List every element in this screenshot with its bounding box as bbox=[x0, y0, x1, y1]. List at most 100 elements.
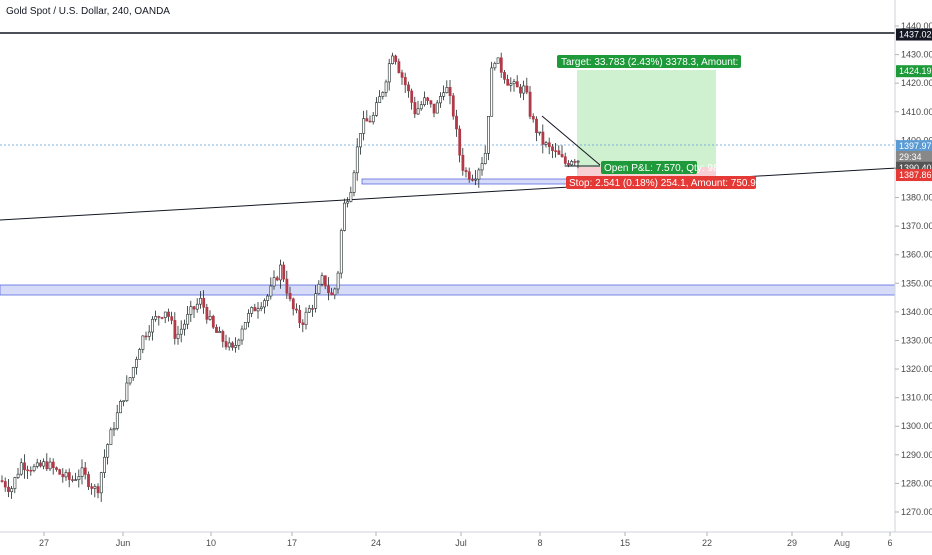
candle bbox=[58, 468, 62, 475]
y-tick-label: 1430.000 bbox=[901, 50, 932, 60]
candle bbox=[362, 110, 366, 141]
candle bbox=[499, 52, 503, 78]
candle bbox=[387, 58, 391, 91]
target-label-box: Target: 33.783 (2.43%) 3378.3, Amount: 4… bbox=[557, 55, 778, 68]
candle bbox=[378, 90, 382, 103]
candle bbox=[336, 270, 340, 294]
candle bbox=[394, 54, 398, 65]
candle bbox=[483, 145, 487, 165]
candle bbox=[365, 110, 369, 122]
candle bbox=[55, 466, 58, 472]
candle bbox=[247, 309, 250, 328]
candle bbox=[515, 75, 519, 88]
x-tick-label: 24 bbox=[371, 538, 381, 548]
candle bbox=[423, 91, 426, 107]
candle bbox=[455, 109, 458, 137]
candle bbox=[64, 469, 68, 481]
candle bbox=[477, 167, 481, 188]
candle bbox=[253, 303, 257, 312]
candle bbox=[330, 287, 334, 296]
y-tick-label: 1310.000 bbox=[901, 393, 932, 403]
candle bbox=[538, 131, 542, 136]
candle bbox=[237, 338, 241, 350]
candle bbox=[416, 100, 420, 115]
candle bbox=[343, 198, 346, 232]
target-zone bbox=[577, 70, 716, 167]
candle bbox=[199, 291, 202, 309]
candle bbox=[442, 85, 446, 101]
candle bbox=[275, 275, 279, 282]
candle bbox=[403, 72, 407, 93]
candle bbox=[122, 400, 126, 407]
candle bbox=[234, 337, 238, 353]
pnl-label: Open P&L: 7.570, Qty: 98 bbox=[604, 163, 719, 174]
price-tag: 1397.978 bbox=[896, 140, 932, 153]
candle bbox=[106, 443, 110, 465]
candle bbox=[195, 298, 199, 313]
candle bbox=[333, 287, 337, 300]
candle bbox=[304, 307, 308, 330]
trendline[interactable] bbox=[0, 165, 932, 221]
candle bbox=[432, 103, 436, 118]
candle bbox=[426, 96, 430, 105]
candle bbox=[435, 99, 439, 114]
time-axis[interactable]: 27 Jun 10 17 24 Jul 8 15 22 29 Aug 6 bbox=[39, 532, 893, 548]
x-tick-label: 15 bbox=[620, 538, 630, 548]
x-tick-label: Aug bbox=[834, 538, 850, 548]
candle bbox=[490, 61, 494, 117]
candle bbox=[0, 475, 4, 483]
candle bbox=[554, 143, 558, 158]
candle bbox=[227, 337, 231, 351]
triangle-upper-line[interactable] bbox=[541, 115, 601, 166]
candle bbox=[512, 78, 516, 92]
candle bbox=[298, 305, 302, 328]
y-tick-label: 1290.000 bbox=[901, 450, 932, 460]
candle bbox=[103, 449, 106, 479]
x-tick-label: 17 bbox=[287, 538, 297, 548]
candle bbox=[541, 124, 545, 154]
candle bbox=[519, 84, 522, 98]
candle bbox=[112, 421, 116, 437]
candle bbox=[189, 300, 193, 323]
candle bbox=[154, 310, 158, 322]
candles bbox=[0, 52, 580, 502]
price-tag-label: 1387.867 bbox=[899, 170, 932, 180]
candle bbox=[371, 112, 375, 125]
candle bbox=[480, 157, 484, 176]
candle bbox=[384, 79, 388, 97]
candle bbox=[208, 310, 212, 321]
candle bbox=[157, 315, 161, 326]
price-tag-label: 1397.978 bbox=[899, 141, 932, 151]
candle bbox=[240, 325, 244, 345]
candle bbox=[256, 302, 260, 319]
candle bbox=[560, 145, 564, 158]
candle bbox=[400, 69, 404, 85]
candle bbox=[464, 167, 468, 178]
y-tick-label: 1380.000 bbox=[901, 193, 932, 203]
candle bbox=[272, 270, 276, 290]
pnl-label-box: Open P&L: 7.570, Qty: 98 bbox=[601, 161, 719, 174]
candle bbox=[26, 465, 30, 479]
x-tick-label: 22 bbox=[702, 538, 712, 548]
price-tags: 1437.022 1424.191 1397.97829:341390.408138… bbox=[896, 28, 932, 182]
price-tag: 1424.191 bbox=[896, 65, 932, 78]
candle bbox=[407, 81, 410, 98]
candle bbox=[327, 277, 330, 301]
candle bbox=[160, 316, 164, 320]
candle bbox=[170, 311, 174, 325]
y-tick-label: 1350.000 bbox=[901, 278, 932, 288]
x-tick-label: 27 bbox=[39, 538, 49, 548]
candle bbox=[563, 152, 567, 167]
candle bbox=[42, 458, 46, 470]
candle bbox=[74, 472, 78, 482]
candle bbox=[503, 70, 506, 84]
candle bbox=[243, 322, 247, 330]
candle bbox=[381, 91, 385, 100]
y-tick-label: 1410.000 bbox=[901, 107, 932, 117]
candle bbox=[439, 92, 442, 108]
x-tick-label: Jul bbox=[455, 538, 467, 548]
candle bbox=[259, 302, 263, 312]
price-tag: 1437.022 bbox=[896, 28, 932, 41]
candle bbox=[461, 147, 465, 176]
